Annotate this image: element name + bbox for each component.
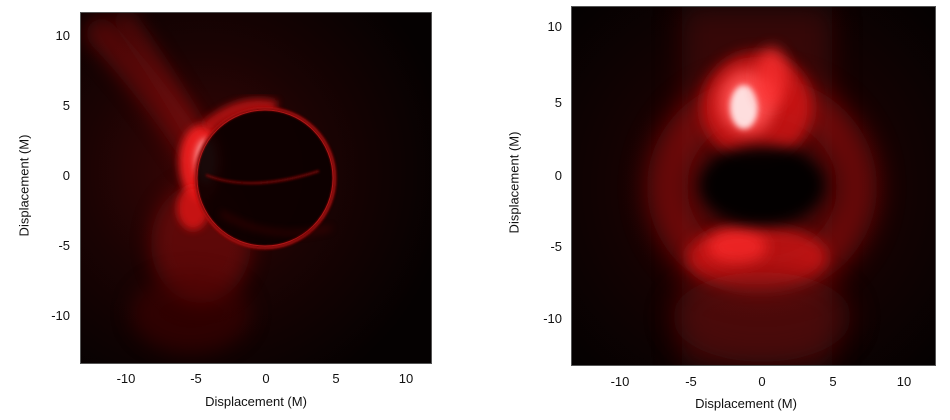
heatmap-image-left <box>81 13 431 363</box>
x-tick-label: 10 <box>896 374 912 389</box>
chart-left: 10 5 0 -5 -10 -10 -5 0 5 10 Displacement… <box>0 0 460 420</box>
x-tick-label: 0 <box>758 374 766 389</box>
y-tick-label: -5 <box>550 239 562 254</box>
y-tick-label: 5 <box>62 98 70 113</box>
x-tick-label: -5 <box>685 374 697 389</box>
y-tick-label: 0 <box>554 168 562 183</box>
y-tick-label: -5 <box>58 238 70 253</box>
x-tick-label: -10 <box>610 374 630 389</box>
x-axis-label: Displacement (M) <box>205 394 307 409</box>
x-tick-label: 5 <box>332 371 340 386</box>
x-tick-label: -10 <box>116 371 136 386</box>
x-tick-label: 0 <box>262 371 270 386</box>
x-tick-label: 10 <box>398 371 414 386</box>
x-tick-label: 5 <box>829 374 837 389</box>
y-tick-label: 5 <box>554 95 562 110</box>
chart-right: 10 5 0 -5 -10 -10 -5 0 5 10 Displacement… <box>490 0 950 420</box>
y-tick-label: 10 <box>547 19 562 34</box>
y-axis-label: Displacement (M) <box>16 134 32 237</box>
y-axis-label: Displacement (M) <box>506 131 522 234</box>
y-tick-label: 0 <box>62 168 70 183</box>
y-tick-label: -10 <box>51 308 70 323</box>
y-tick-label: -10 <box>543 311 562 326</box>
x-axis-label: Displacement (M) <box>695 396 797 411</box>
plot-area-right <box>571 6 936 366</box>
x-tick-label: -5 <box>190 371 202 386</box>
y-tick-label: 10 <box>55 28 70 43</box>
heatmap-image-right <box>572 7 935 365</box>
plot-area-left <box>80 12 432 364</box>
